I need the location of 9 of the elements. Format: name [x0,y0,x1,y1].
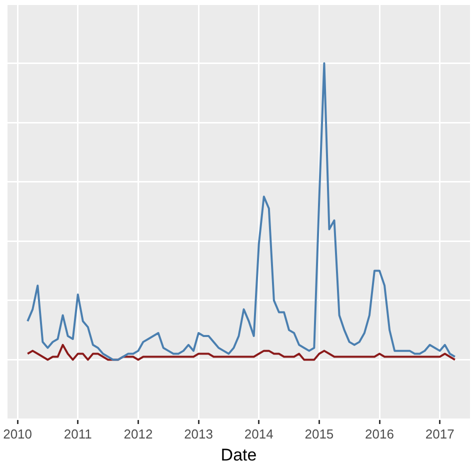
x-tick-label: 2013 [184,426,213,442]
x-tick-label: 2015 [304,426,334,442]
x-tick-label: 2016 [365,426,394,442]
x-tick-label: 2011 [64,426,92,442]
x-tick-label: 2012 [124,426,153,442]
x-axis-title: Date [220,445,257,464]
x-tick-label: 2014 [244,426,274,442]
x-tick-label: 2017 [425,426,454,442]
x-tick-label: 2010 [3,426,32,442]
